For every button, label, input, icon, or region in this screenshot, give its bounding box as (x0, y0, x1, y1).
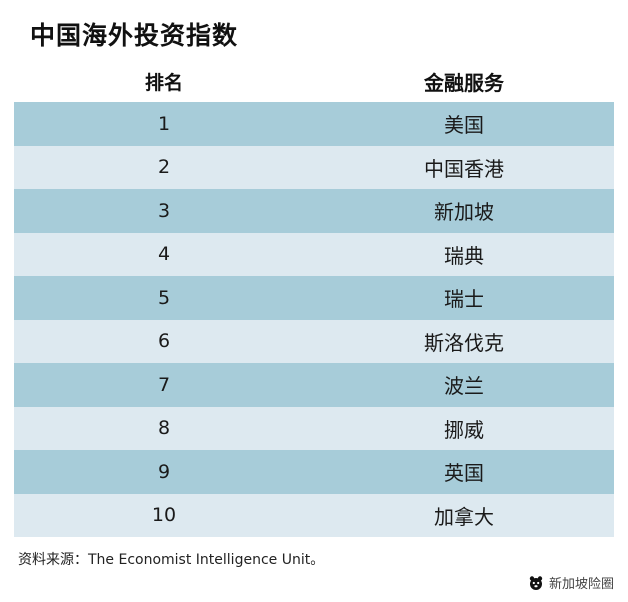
country-cell: 波兰 (444, 374, 484, 399)
rank-cell: 2 (157, 156, 171, 179)
rank-cell: 9 (157, 460, 171, 483)
rank-cell: 7 (157, 373, 171, 396)
table-row: 9 英国 (14, 450, 614, 494)
country-cell: 瑞士 (444, 287, 484, 312)
infographic: 中国海外投资指数 排名 金融服务 1 美国 2 中国香港 3 新加坡 4 瑞典 … (14, 21, 614, 568)
table-row: 3 新加坡 (14, 189, 614, 233)
table-row: 6 斯洛伐克 (14, 319, 614, 363)
watermark-text: 新加坡险圈 (548, 577, 614, 592)
source-note: 资料来源：The Economist Intelligence Unit。 (18, 552, 325, 568)
table-row: 10 加拿大 (14, 493, 614, 537)
rank-cell: 4 (157, 243, 171, 266)
ranking-table: 排名 金融服务 1 美国 2 中国香港 3 新加坡 4 瑞典 5 瑞士 6 斯洛… (14, 60, 614, 537)
rank-cell: 8 (157, 417, 171, 440)
watermark: 新加坡险圈 (528, 573, 614, 592)
table-row: 2 中国香港 (14, 145, 614, 189)
table-row: 5 瑞士 (14, 276, 614, 320)
table-row: 7 波兰 (14, 363, 614, 407)
country-cell: 新加坡 (434, 200, 494, 225)
rank-cell: 10 (151, 504, 177, 527)
page-title: 中国海外投资指数 (30, 21, 239, 50)
rank-cell: 6 (157, 330, 171, 353)
country-cell: 挪威 (444, 417, 484, 442)
table-row: 1 美国 (14, 102, 614, 146)
country-cell: 加拿大 (434, 504, 494, 529)
country-cell: 美国 (444, 113, 484, 138)
category-column-header: 金融服务 (424, 70, 504, 95)
watermark-logo-icon (528, 575, 544, 591)
rank-cell: 3 (157, 199, 171, 222)
rank-column-header: 排名 (144, 71, 183, 94)
country-cell: 中国香港 (424, 156, 504, 181)
table-row: 4 瑞典 (14, 232, 614, 276)
rank-cell: 5 (157, 286, 171, 309)
country-cell: 斯洛伐克 (424, 330, 504, 355)
rank-cell: 1 (157, 112, 171, 135)
country-cell: 英国 (444, 461, 484, 486)
country-cell: 瑞典 (444, 243, 484, 268)
table-header-row: 排名 金融服务 (14, 60, 614, 102)
table-row: 8 挪威 (14, 406, 614, 450)
